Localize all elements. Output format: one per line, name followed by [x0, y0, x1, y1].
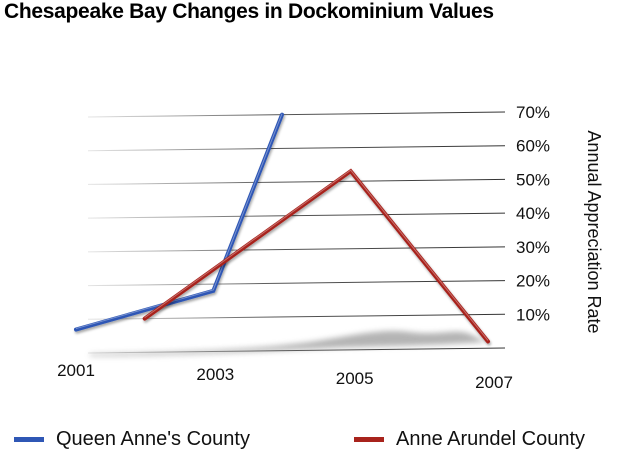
y-tick-label: 30% — [516, 238, 550, 257]
grid-line-20 — [87, 280, 506, 287]
x-tick-label: 2005 — [336, 369, 374, 388]
floor-shadow — [90, 330, 486, 356]
legend-label-anne-arundel: Anne Arundel County — [396, 428, 586, 450]
legend-item-anne-arundel: Anne Arundel County — [354, 428, 585, 451]
legend-swatch-queen-annes — [14, 437, 44, 442]
y-tick-label: 50% — [516, 170, 550, 189]
series-line-1 — [142, 168, 490, 344]
series-highlight-1 — [144, 169, 489, 341]
y-tick-label: 60% — [516, 137, 550, 156]
legend-swatch-anne-arundel — [354, 437, 384, 442]
x-tick-label: 2003 — [196, 365, 234, 384]
x-tick-label: 2007 — [475, 373, 513, 392]
y-tick-label: 40% — [516, 204, 550, 223]
floor-shadow-shape — [90, 330, 486, 356]
grid-lines — [87, 111, 506, 354]
grid-line-10 — [87, 313, 506, 320]
grid-line-70 — [87, 111, 506, 118]
series-lines — [74, 112, 490, 344]
grid-line-50 — [87, 178, 506, 185]
y-tick-label: 20% — [516, 272, 550, 291]
grid-line-60 — [87, 145, 506, 152]
series-highlight-0 — [75, 113, 283, 330]
y-axis-title: Annual Appreciation Rate — [584, 130, 604, 333]
legend-item-queen-annes: Queen Anne's County — [14, 428, 250, 451]
legend-label-queen-annes: Queen Anne's County — [56, 428, 250, 450]
x-tick-label: 2001 — [57, 361, 95, 380]
y-tick-labels: 10% 20% 30% 40% 50% 60% 70% — [516, 103, 550, 324]
series-line-0 — [74, 112, 284, 332]
grid-line-40 — [87, 212, 506, 219]
chart-title: Chesapeake Bay Changes in Dockominium Va… — [4, 0, 494, 23]
x-tick-labels: 2001 2003 2005 2007 — [57, 361, 513, 392]
grid-line-30 — [87, 246, 506, 253]
y-tick-label: 70% — [516, 103, 550, 122]
y-tick-label: 10% — [516, 305, 550, 324]
grid-line-0 — [87, 347, 506, 354]
